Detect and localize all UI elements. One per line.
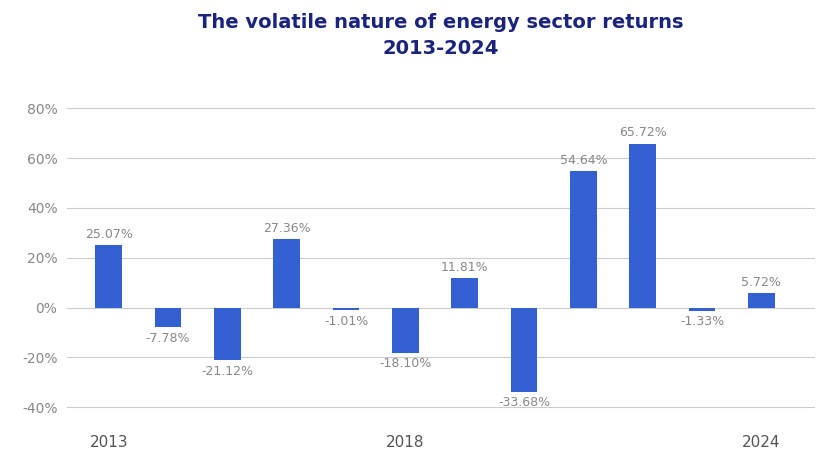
Text: 5.72%: 5.72% [742,276,781,289]
Text: -21.12%: -21.12% [202,365,254,378]
Bar [511,308,538,392]
Text: 65.72%: 65.72% [619,126,667,139]
Bar [155,308,181,327]
Text: 25.07%: 25.07% [85,228,133,241]
Bar [451,278,478,308]
Bar [273,239,300,308]
Text: -7.78%: -7.78% [146,331,191,345]
Title: The volatile nature of energy sector returns
2013-2024: The volatile nature of energy sector ret… [198,13,684,58]
Bar [392,308,419,353]
Text: -18.10%: -18.10% [380,357,432,370]
Bar [333,308,360,310]
Bar [570,171,596,308]
Text: -33.68%: -33.68% [498,396,550,409]
Bar [214,308,241,360]
Bar [689,308,716,311]
Bar [96,245,122,308]
Text: 27.36%: 27.36% [263,222,311,235]
Bar [748,294,774,308]
Text: -1.01%: -1.01% [324,315,368,328]
Bar [629,144,656,308]
Text: 11.81%: 11.81% [441,261,489,274]
Text: -1.33%: -1.33% [680,315,724,329]
Text: 54.64%: 54.64% [559,154,607,167]
